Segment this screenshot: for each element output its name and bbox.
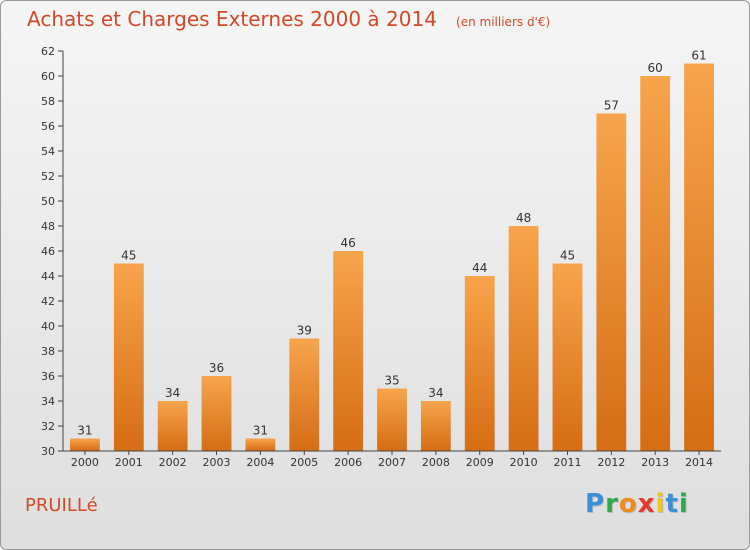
bar-2011 bbox=[552, 263, 583, 451]
data-label: 31 bbox=[77, 424, 92, 438]
data-label: 45 bbox=[121, 249, 136, 263]
logo-letter: i bbox=[655, 489, 666, 519]
y-tick-label: 40 bbox=[41, 320, 55, 333]
bar-2006 bbox=[333, 251, 364, 451]
place-name: PRUILLé bbox=[25, 495, 98, 516]
proxiti-logo: Proxiti bbox=[585, 489, 689, 519]
x-tick-label: 2008 bbox=[422, 456, 450, 469]
y-tick-label: 62 bbox=[41, 45, 55, 58]
y-tick-label: 60 bbox=[41, 70, 55, 83]
y-tick-label: 30 bbox=[41, 445, 55, 458]
x-tick-label: 2006 bbox=[334, 456, 362, 469]
bar-2007 bbox=[377, 388, 407, 451]
data-label: 39 bbox=[297, 324, 312, 338]
y-tick-label: 52 bbox=[41, 170, 55, 183]
chart-title: Achats et Charges Externes 2000 à 2014 bbox=[27, 7, 437, 31]
x-tick-label: 2010 bbox=[510, 456, 538, 469]
data-label: 48 bbox=[516, 211, 531, 225]
chart-subtitle: (en milliers d'€) bbox=[456, 15, 551, 29]
y-tick-label: 54 bbox=[41, 145, 55, 158]
logo-letter: i bbox=[678, 489, 689, 519]
data-label: 60 bbox=[648, 61, 663, 75]
x-tick-label: 2011 bbox=[553, 456, 581, 469]
bar-2009 bbox=[464, 276, 495, 451]
data-label: 31 bbox=[253, 424, 268, 438]
x-tick-label: 2005 bbox=[290, 456, 318, 469]
x-tick-label: 2013 bbox=[641, 456, 669, 469]
y-tick-label: 56 bbox=[41, 120, 55, 133]
y-tick-label: 58 bbox=[41, 95, 55, 108]
y-tick-label: 38 bbox=[41, 345, 55, 358]
y-tick-label: 32 bbox=[41, 420, 55, 433]
logo-letter: o bbox=[618, 489, 638, 519]
x-tick-label: 2012 bbox=[597, 456, 625, 469]
data-label: 45 bbox=[560, 249, 575, 263]
data-label: 61 bbox=[691, 49, 706, 63]
bars: 31 45 34 36 31 39 46 35 34 44 48 45 57 60 61 bbox=[70, 49, 714, 451]
data-label: 57 bbox=[604, 99, 619, 113]
bar-2004 bbox=[245, 438, 276, 451]
y-axis: 30 32 34 36 38 40 42 44 46 48 50 52 54 56 58 60 62 bbox=[41, 45, 64, 458]
x-tick-label: 2003 bbox=[203, 456, 231, 469]
x-tick-label: 2001 bbox=[115, 456, 143, 469]
data-label: 34 bbox=[428, 386, 443, 400]
bar-2000 bbox=[70, 438, 100, 451]
y-tick-label: 42 bbox=[41, 295, 55, 308]
y-tick-label: 46 bbox=[41, 245, 55, 258]
y-tick-label: 44 bbox=[41, 270, 55, 283]
y-tick-label: 36 bbox=[41, 370, 55, 383]
bar-2010 bbox=[508, 226, 539, 451]
bar-2001 bbox=[113, 263, 144, 451]
x-tick-label: 2002 bbox=[159, 456, 187, 469]
data-label: 44 bbox=[472, 261, 487, 275]
x-tick-label: 2007 bbox=[378, 456, 406, 469]
bar-2008 bbox=[420, 401, 451, 451]
x-axis: 2000 2001 2002 2003 2004 2005 2006 2007 2008 2009… bbox=[63, 450, 721, 469]
title-row: Achats et Charges Externes 2000 à 2014 (… bbox=[27, 7, 550, 31]
bar-2003 bbox=[201, 376, 232, 451]
x-tick-label: 2000 bbox=[71, 456, 99, 469]
data-label: 36 bbox=[209, 361, 224, 375]
logo-letter: r bbox=[605, 489, 619, 519]
y-tick-label: 50 bbox=[41, 195, 55, 208]
bar-2012 bbox=[596, 113, 627, 451]
bar-2014 bbox=[684, 63, 714, 451]
data-label: 35 bbox=[384, 374, 399, 388]
logo-letter: P bbox=[585, 489, 606, 519]
bar-2002 bbox=[157, 401, 188, 451]
data-label: 34 bbox=[165, 386, 180, 400]
data-label: 46 bbox=[340, 236, 355, 250]
logo-letter: x bbox=[637, 489, 656, 519]
x-tick-label: 2014 bbox=[685, 456, 713, 469]
y-tick-label: 34 bbox=[41, 395, 55, 408]
x-tick-label: 2009 bbox=[466, 456, 494, 469]
bar-2013 bbox=[640, 76, 671, 451]
logo-letter: t bbox=[665, 489, 679, 519]
bar-2005 bbox=[289, 338, 320, 451]
x-tick-label: 2004 bbox=[246, 456, 274, 469]
y-tick-label: 48 bbox=[41, 220, 55, 233]
